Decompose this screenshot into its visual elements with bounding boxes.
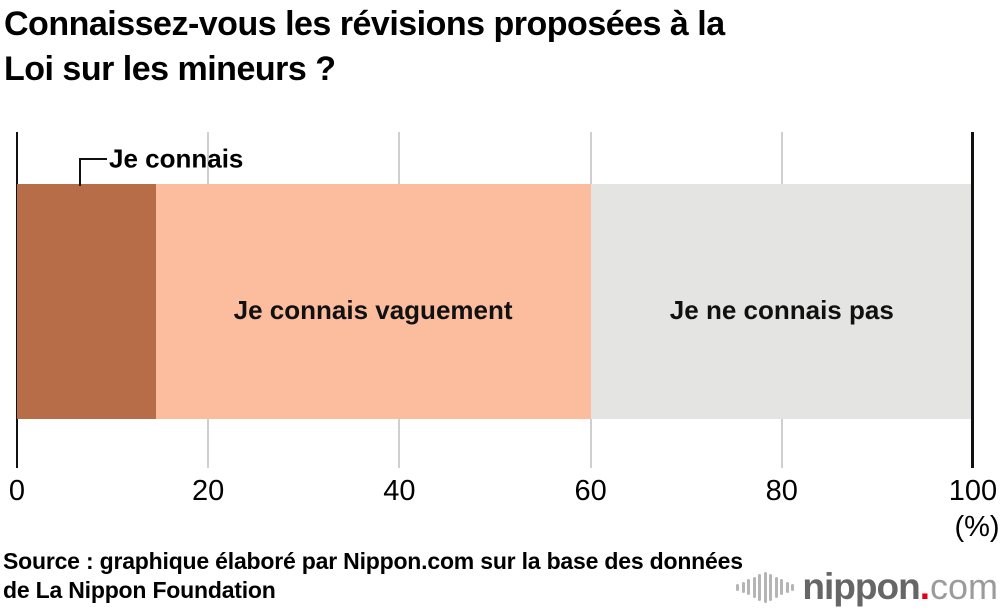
axis-unit-label: (%) [954,511,1000,543]
nippon-logo: nippon . com [736,566,998,608]
page-title: Connaissez-vous les révisions proposées … [4,2,725,92]
logo-text-com: com [929,566,998,607]
page-title-line2: Loi sur les mineurs ? [4,50,336,88]
logo-wordmark: nippon . com [802,566,998,608]
bar-segment-2: Je connais vaguement [155,184,591,419]
callout-label: Je connais [109,143,244,174]
callout-line-vertical [79,158,81,186]
segment-label-2: Je connais vaguement [233,295,513,325]
x-tick-label-40: 40 [383,475,416,507]
right-axis-line [971,132,974,468]
x-tick-label-60: 60 [574,475,607,507]
segment-label-3: Je ne connais pas [669,295,894,325]
bar-segment-3: Je ne connais pas [590,184,973,419]
x-tick-label-20: 20 [192,475,225,507]
source-note: Source : graphique élaboré par Nippon.co… [3,547,743,605]
bar-segment-1 [17,184,156,419]
logo-red-dot: . [919,566,930,607]
plot-area: Je connais vaguement Je ne connais pas Je… [9,132,1000,543]
source-note-line1: Source : graphique élaboré par Nippon.co… [3,548,743,574]
x-tick-label-0: 0 [8,475,26,507]
stacked-bar: Je connais vaguement Je ne connais pas [17,184,973,419]
logo-text-nippon: nippon [802,566,920,607]
x-tick-label-100: 100 [948,475,998,507]
soundwave-icon [736,571,795,603]
x-tick-label-80: 80 [765,475,798,507]
page-title-line1: Connaissez-vous les révisions proposées … [4,5,725,43]
source-note-line2: de La Nippon Foundation [3,577,276,603]
callout-line-horizontal [79,158,107,160]
